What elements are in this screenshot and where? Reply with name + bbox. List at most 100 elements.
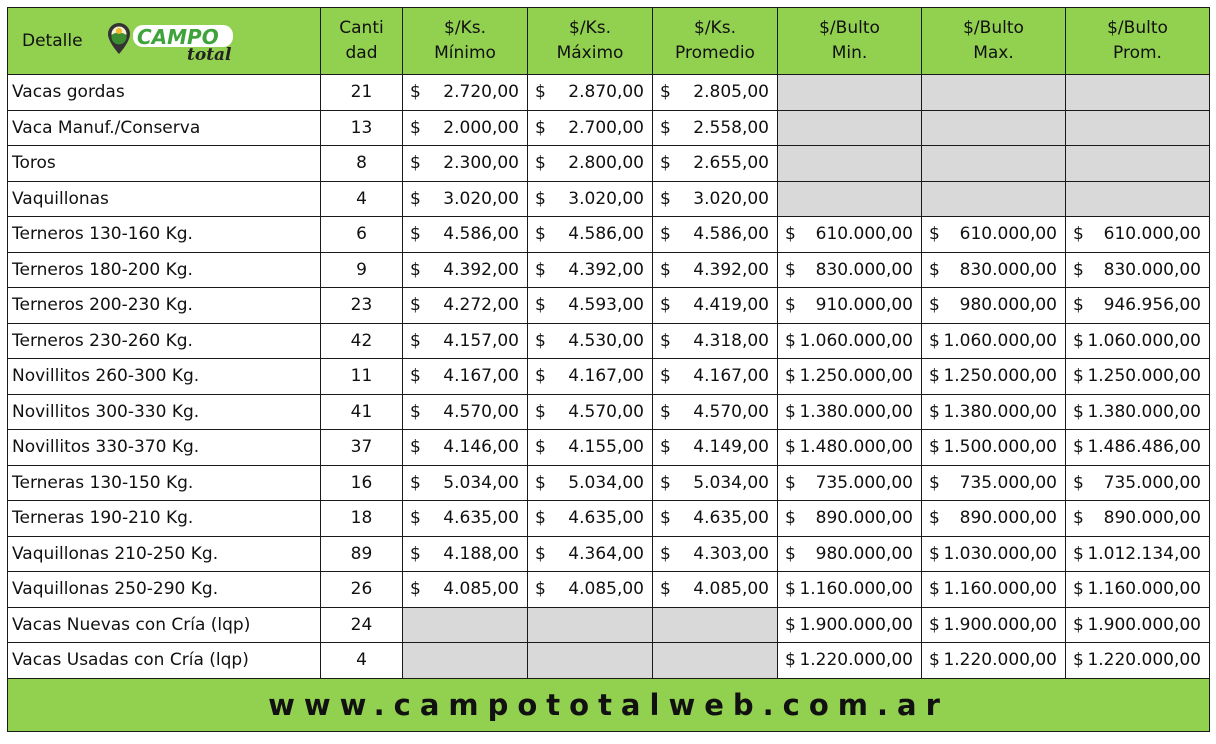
price-value: 1.160.000,00: [943, 579, 1057, 600]
header-ks-max: $/Ks. Máximo: [527, 7, 653, 75]
bulto-min-cell: $890.000,00: [777, 500, 922, 537]
price-value: 1.220.000,00: [1087, 650, 1201, 671]
currency-symbol: $: [785, 650, 796, 671]
empty-cell: [652, 642, 778, 679]
ks-min-cell: $4.392,00: [402, 251, 528, 288]
price-value: 4.570,00: [443, 401, 519, 422]
bulto-max-cell: $890.000,00: [921, 500, 1066, 537]
currency-symbol: $: [410, 188, 421, 209]
price-value: 4.167,00: [568, 366, 644, 387]
table-row: Novillitos 260-300 Kg. 11 $4.167,00 $4.167,…: [7, 358, 1210, 395]
detalle-cell: Terneros 200-230 Kg.: [7, 287, 321, 324]
currency-symbol: $: [410, 330, 421, 351]
bulto-min-cell: $1.060.000,00: [777, 322, 922, 359]
empty-cell: [402, 642, 528, 679]
price-value: 830.000,00: [815, 259, 913, 280]
currency-symbol: $: [535, 330, 546, 351]
price-value: 2.805,00: [693, 82, 769, 103]
currency-symbol: $: [410, 117, 421, 138]
currency-symbol: $: [410, 82, 421, 103]
bulto-min-cell: $1.480.000,00: [777, 429, 922, 466]
table-row: Terneros 230-260 Kg. 42 $4.157,00 $4.530,00…: [7, 322, 1210, 359]
header-line: Promedio: [675, 43, 755, 63]
campo-total-logo: CAMPO total: [105, 19, 240, 63]
price-value: 4.157,00: [443, 330, 519, 351]
cantidad-cell: 8: [320, 145, 403, 182]
currency-symbol: $: [660, 117, 671, 138]
table-row: Terneros 180-200 Kg. 9 $4.392,00 $4.392,00 $…: [7, 251, 1210, 288]
ks-prom-cell: $4.149,00: [652, 429, 778, 466]
price-value: 946.956,00: [1103, 295, 1201, 316]
currency-symbol: $: [785, 579, 796, 600]
currency-symbol: $: [410, 508, 421, 529]
empty-cell: [777, 74, 922, 111]
header-detalle: Detalle CAMPO total: [7, 7, 321, 75]
price-value: 2.700,00: [568, 117, 644, 138]
ks-min-cell: $2.720,00: [402, 74, 528, 111]
bulto-min-cell: $910.000,00: [777, 287, 922, 324]
price-value: 4.392,00: [693, 259, 769, 280]
price-value: 4.392,00: [443, 259, 519, 280]
header-cantidad: Canti dad: [320, 7, 403, 75]
ks-min-cell: $4.272,00: [402, 287, 528, 324]
bulto-prom-cell: $735.000,00: [1065, 464, 1210, 501]
price-table: Detalle CAMPO total Canti dad $: [7, 7, 1210, 732]
header-ks-prom: $/Ks. Promedio: [652, 7, 778, 75]
bulto-prom-cell: $610.000,00: [1065, 216, 1210, 253]
currency-symbol: $: [660, 330, 671, 351]
header-line: Canti: [339, 18, 384, 38]
bulto-prom-cell: $1.220.000,00: [1065, 642, 1210, 679]
bulto-max-cell: $980.000,00: [921, 287, 1066, 324]
header-ks-min: $/Ks. Mínimo: [402, 7, 528, 75]
price-value: 610.000,00: [815, 224, 913, 245]
ks-prom-cell: $4.318,00: [652, 322, 778, 359]
currency-symbol: $: [410, 543, 421, 564]
bulto-max-cell: $1.500.000,00: [921, 429, 1066, 466]
bulto-min-cell: $1.250.000,00: [777, 358, 922, 395]
currency-symbol: $: [1073, 401, 1084, 422]
price-value: 1.060.000,00: [1087, 330, 1201, 351]
ks-min-cell: $4.085,00: [402, 571, 528, 608]
price-value: 5.034,00: [568, 472, 644, 493]
currency-symbol: $: [929, 259, 940, 280]
table-row: Toros 8 $2.300,00 $2.800,00 $2.655,00: [7, 145, 1210, 182]
currency-symbol: $: [1073, 259, 1084, 280]
price-value: 830.000,00: [959, 259, 1057, 280]
empty-cell: [1065, 180, 1210, 217]
currency-symbol: $: [535, 259, 546, 280]
currency-symbol: $: [535, 401, 546, 422]
cantidad-cell: 9: [320, 251, 403, 288]
currency-symbol: $: [1073, 579, 1084, 600]
currency-symbol: $: [535, 366, 546, 387]
price-value: 4.167,00: [693, 366, 769, 387]
table-row: Vacas Nuevas con Cría (lqp) 24 $1.900.000,…: [7, 606, 1210, 643]
price-value: 4.085,00: [443, 579, 519, 600]
ks-max-cell: $5.034,00: [527, 464, 653, 501]
price-value: 4.364,00: [568, 543, 644, 564]
ks-min-cell: $4.157,00: [402, 322, 528, 359]
ks-prom-cell: $5.034,00: [652, 464, 778, 501]
cantidad-cell: 41: [320, 393, 403, 430]
currency-symbol: $: [660, 295, 671, 316]
table-row: Novillitos 300-330 Kg. 41 $4.570,00 $4.570,…: [7, 393, 1210, 430]
website-link[interactable]: www.campototalweb.com.ar: [7, 677, 1210, 732]
header-bulto-min: $/Bulto Min.: [777, 7, 922, 75]
bulto-max-cell: $1.380.000,00: [921, 393, 1066, 430]
currency-symbol: $: [660, 401, 671, 422]
bulto-max-cell: $1.060.000,00: [921, 322, 1066, 359]
empty-cell: [652, 606, 778, 643]
price-value: 1.380.000,00: [1087, 401, 1201, 422]
price-value: 1.380.000,00: [943, 401, 1057, 422]
currency-symbol: $: [660, 579, 671, 600]
bulto-min-cell: $610.000,00: [777, 216, 922, 253]
bulto-prom-cell: $946.956,00: [1065, 287, 1210, 324]
header-line: $/Ks.: [444, 18, 486, 38]
currency-symbol: $: [1073, 508, 1084, 529]
currency-symbol: $: [660, 188, 671, 209]
currency-symbol: $: [660, 472, 671, 493]
price-value: 4.149,00: [693, 437, 769, 458]
bulto-prom-cell: $1.900.000,00: [1065, 606, 1210, 643]
currency-symbol: $: [785, 259, 796, 280]
price-value: 5.034,00: [443, 472, 519, 493]
currency-symbol: $: [660, 153, 671, 174]
